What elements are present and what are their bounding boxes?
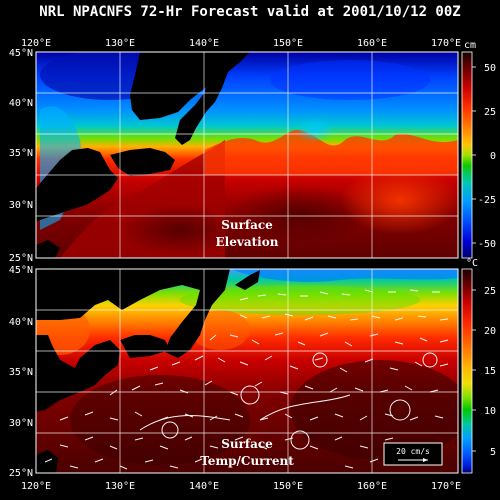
lat-label-bottom-40: 40°N [9, 317, 33, 328]
temperature-tick-0: 25 [484, 286, 496, 297]
lat-label-bottom-25: 25°N [9, 468, 33, 479]
temperature-panel: Surface Temp/Current 20 cm/s [35, 268, 459, 474]
grid-top [36, 52, 458, 258]
elevation-label-line1: Surface [221, 218, 273, 232]
lat-label-bottom-45: 45°N [9, 265, 33, 276]
lon-label-bottom-130: 130°E [105, 481, 135, 492]
temperature-colorbar: °C 25 20 15 10 5 [461, 258, 496, 474]
map-title: NRL NPACNFS 72-Hr Forecast valid at 2001… [39, 4, 461, 20]
temperature-tick-4: 5 [490, 447, 496, 458]
lat-label-bottom-35: 35°N [9, 367, 33, 378]
temperature-unit: °C [466, 258, 478, 269]
lon-label-140: 140°E [189, 38, 219, 49]
frame-top [35, 51, 459, 259]
frame-bottom [35, 268, 459, 474]
lat-label-top-40: 40°N [9, 98, 33, 109]
lon-label-bottom-140: 140°E [189, 481, 219, 492]
lat-label-bottom-30: 30°N [9, 418, 33, 429]
elevation-panel: Surface Elevation [35, 51, 459, 259]
current-vectors [44, 289, 449, 470]
elevation-tick-3: -25 [478, 195, 496, 206]
current-scale-label: 20 cm/s [396, 447, 430, 456]
lon-label-120: 120°E [21, 38, 51, 49]
land-top [36, 52, 250, 258]
elevation-colorbar: cm 50 25 0 -25 -50 [461, 40, 496, 259]
elevation-tick-0: 50 [484, 63, 496, 74]
lat-label-top-35: 35°N [9, 148, 33, 159]
lon-label-130: 130°E [105, 38, 135, 49]
latitude-labels-bottom: 45°N 40°N 35°N 30°N 25°N [9, 265, 33, 479]
temperature-tick-1: 20 [484, 326, 496, 337]
lon-label-170: 170°E [431, 38, 461, 49]
lon-label-bottom-120: 120°E [21, 481, 51, 492]
temperature-label-line2: Temp/Current [200, 454, 294, 468]
lon-label-160: 160°E [357, 38, 387, 49]
longitude-labels-bottom: 120°E 130°E 140°E 150°E 160°E 170°E [21, 481, 461, 492]
temperature-tick-3: 10 [484, 406, 496, 417]
land-bottom [36, 269, 260, 473]
elevation-tick-2: 0 [490, 151, 496, 162]
elevation-tick-1: 25 [484, 107, 496, 118]
lat-label-top-30: 30°N [9, 200, 33, 211]
lon-label-150: 150°E [273, 38, 303, 49]
elevation-label-line2: Elevation [216, 235, 279, 249]
temperature-tick-2: 15 [484, 366, 496, 377]
current-scale-box: 20 cm/s [383, 442, 443, 466]
lon-label-bottom-150: 150°E [273, 481, 303, 492]
temperature-label-line1: Surface [221, 437, 273, 451]
elevation-unit: cm [464, 40, 476, 51]
grid-bottom [36, 269, 458, 473]
longitude-labels-top: 120°E 130°E 140°E 150°E 160°E 170°E [21, 38, 461, 49]
latitude-labels-top: 45°N 40°N 35°N 30°N 25°N [9, 48, 33, 264]
elevation-tick-4: -50 [478, 239, 496, 250]
lon-label-bottom-160: 160°E [357, 481, 387, 492]
lon-label-bottom-170: 170°E [431, 481, 461, 492]
lat-label-top-45: 45°N [9, 48, 33, 59]
lat-label-top-25: 25°N [9, 253, 33, 264]
